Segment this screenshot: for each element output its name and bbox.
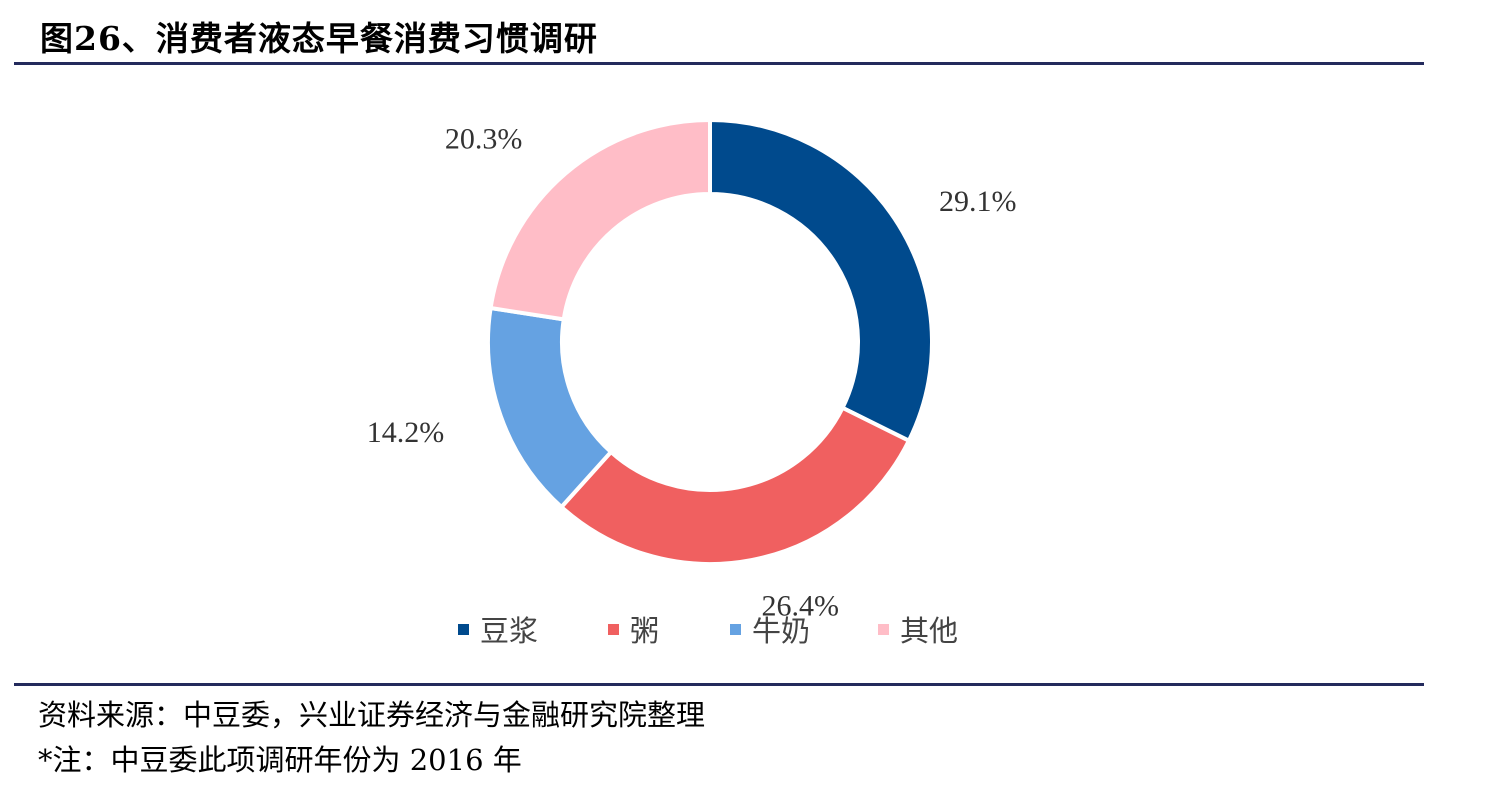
footer-divider: [14, 683, 1424, 686]
legend-swatch-粥: [608, 624, 619, 635]
data-label-豆浆: 29.1%: [939, 185, 1017, 218]
legend-swatch-豆浆: [458, 624, 469, 635]
legend: 豆浆 粥 牛奶 其他: [458, 614, 958, 648]
source-note: 资料来源：中豆委，兴业证券经济与金融研究院整理: [38, 698, 706, 732]
legend-label-牛奶: 牛奶: [752, 614, 810, 648]
slice-豆浆: [708, 117, 934, 444]
title-divider: [14, 62, 1424, 65]
legend-label-豆浆: 豆浆: [480, 614, 538, 648]
legend-swatch-牛奶: [730, 624, 741, 635]
data-label-其他: 20.3%: [445, 123, 523, 156]
legend-swatch-其他: [878, 624, 889, 635]
figure-title: 图26、消费者液态早餐消费习惯调研: [40, 19, 598, 58]
slices-layer: [486, 117, 934, 566]
legend-label-其他: 其他: [900, 614, 958, 648]
data-label-牛奶: 14.2%: [367, 416, 445, 449]
slice-其他: [488, 117, 712, 322]
survey-note: *注：中豆委此项调研年份为 2016 年: [38, 743, 522, 777]
slice-粥: [558, 405, 912, 566]
data-labels-layer: 29.1% 26.4% 14.2% 20.3%: [367, 123, 1017, 623]
legend-label-粥: 粥: [630, 614, 659, 648]
data-label-粥: 26.4%: [761, 589, 839, 622]
